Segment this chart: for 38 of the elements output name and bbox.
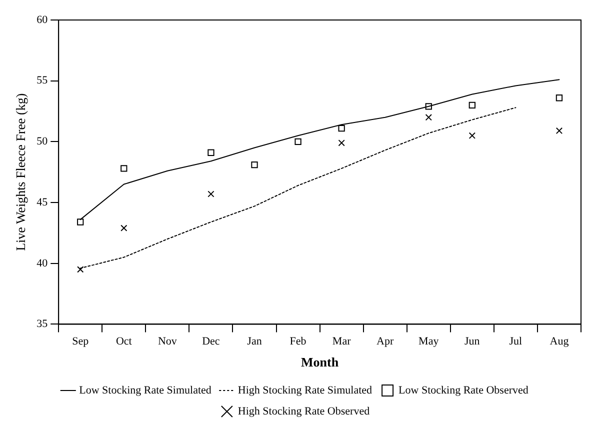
legend-label: High Stocking Rate Observed <box>238 405 370 418</box>
point <box>468 132 476 139</box>
point <box>338 124 345 132</box>
point <box>77 266 84 273</box>
x-tick-label: Mar <box>332 336 352 348</box>
legend-label: Low Stocking Rate Simulated <box>79 384 212 396</box>
point <box>468 102 476 109</box>
x-tick-label: Dec <box>202 336 220 348</box>
y-tick-label: 55 <box>36 74 48 87</box>
point <box>556 127 563 134</box>
y-tick-label: 50 <box>36 136 48 148</box>
x-tick-label: Jan <box>247 336 262 348</box>
y-tick-label: 40 <box>36 257 48 270</box>
point <box>338 140 345 146</box>
y-axis-title: Live Weights Fleece Free (kg) <box>13 93 28 251</box>
line-series <box>80 107 516 269</box>
x-tick-label: Aug <box>550 336 570 348</box>
x-tick-label: Sep <box>72 336 90 348</box>
x-tick-label: Feb <box>290 336 307 348</box>
x-tick-label: Apr <box>376 336 394 348</box>
y-tick-label: 45 <box>36 196 48 208</box>
point <box>425 114 432 121</box>
x-tick-label: May <box>418 336 440 348</box>
x-tick-label: Jul <box>509 336 522 348</box>
legend-label: High Stocking Rate Simulated <box>238 384 373 396</box>
point <box>208 149 214 156</box>
y-tick-label: 35 <box>36 318 48 330</box>
x-tick-label: Oct <box>116 336 132 348</box>
point <box>556 94 563 102</box>
point <box>120 224 128 232</box>
point <box>120 165 128 172</box>
x-tick-label: Nov <box>158 336 178 348</box>
y-tick-label: 60 <box>36 14 48 26</box>
x-tick-label: Jun <box>464 336 480 348</box>
point <box>208 190 214 198</box>
legend-label: Low Stocking Rate Observed <box>398 384 529 396</box>
point <box>77 218 84 226</box>
x-axis-title: Month <box>301 354 340 370</box>
